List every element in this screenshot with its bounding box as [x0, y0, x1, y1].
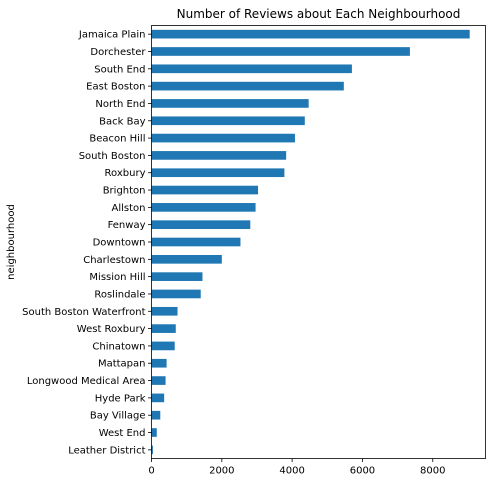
x-tick-label: 8000: [420, 466, 445, 477]
y-tick-label: Beacon Hill: [89, 134, 145, 145]
y-tick-label: Allston: [112, 203, 146, 214]
y-tick-label: South Boston: [79, 151, 146, 162]
bars-group: [151, 29, 470, 455]
y-tick-label: Chinatown: [92, 341, 145, 352]
y-tick-label: Mission Hill: [89, 272, 145, 283]
y-tick-label: Brighton: [103, 186, 146, 197]
bar: [151, 254, 222, 264]
y-tick-label: Jamaica Plain: [78, 30, 146, 41]
bar: [151, 99, 309, 108]
bar: [151, 29, 470, 39]
y-tick-label: East Boston: [86, 82, 145, 93]
bar: [151, 376, 166, 385]
bar: [151, 151, 287, 160]
bar: [151, 306, 178, 316]
bar: [151, 203, 256, 212]
x-tick-label: 6000: [350, 466, 375, 477]
y-tick-label: Bay Village: [90, 411, 146, 422]
bar: [151, 116, 305, 126]
y-tick-label: Dorchester: [90, 47, 146, 58]
y-tick-label: Hyde Park: [95, 393, 146, 404]
bar: [151, 289, 201, 299]
y-tick-label: West End: [99, 428, 146, 439]
x-tick-label: 4000: [279, 466, 304, 477]
bar: [151, 64, 352, 74]
bar: [151, 445, 153, 455]
x-tick-label: 2000: [209, 466, 234, 477]
bar: [151, 237, 241, 247]
bar: [151, 133, 295, 143]
y-tick-label: North End: [95, 99, 145, 110]
bar: [151, 393, 165, 403]
y-tick-label: Downtown: [93, 238, 146, 249]
y-tick-label: Leather District: [68, 445, 145, 456]
bar: [151, 428, 157, 437]
bar: [151, 272, 203, 281]
bar: [151, 81, 344, 91]
bar: [151, 358, 167, 368]
y-tick-label: Fenway: [108, 220, 146, 231]
bar: [151, 410, 161, 420]
y-tick-label: Mattapan: [98, 359, 146, 370]
y-tick-label: Charlestown: [83, 255, 145, 266]
y-axis-ticks: Jamaica Plain Dorchester South End East Bos…: [22, 30, 152, 456]
x-axis-ticks: 0 2000 4000 6000 8000: [148, 458, 445, 477]
y-tick-label: South Boston Waterfront: [22, 307, 145, 318]
y-axis-label: neighbourhood: [6, 204, 17, 280]
plot-frame: [151, 25, 486, 459]
chart-title: Number of Reviews about Each Neighbourho…: [177, 7, 461, 21]
y-tick-label: South End: [94, 64, 145, 75]
x-tick-label: 0: [148, 466, 154, 477]
bar: [151, 324, 176, 333]
y-tick-label: Longwood Medical Area: [27, 376, 146, 387]
y-tick-label: Back Bay: [99, 116, 145, 127]
y-tick-label: Roxbury: [105, 168, 146, 179]
bar: [151, 168, 285, 178]
bar: [151, 47, 410, 56]
y-tick-label: West Roxbury: [77, 324, 146, 335]
y-tick-label: Roslindale: [94, 289, 145, 300]
bar: [151, 341, 175, 351]
bar: [151, 220, 251, 230]
bar: [151, 185, 259, 195]
